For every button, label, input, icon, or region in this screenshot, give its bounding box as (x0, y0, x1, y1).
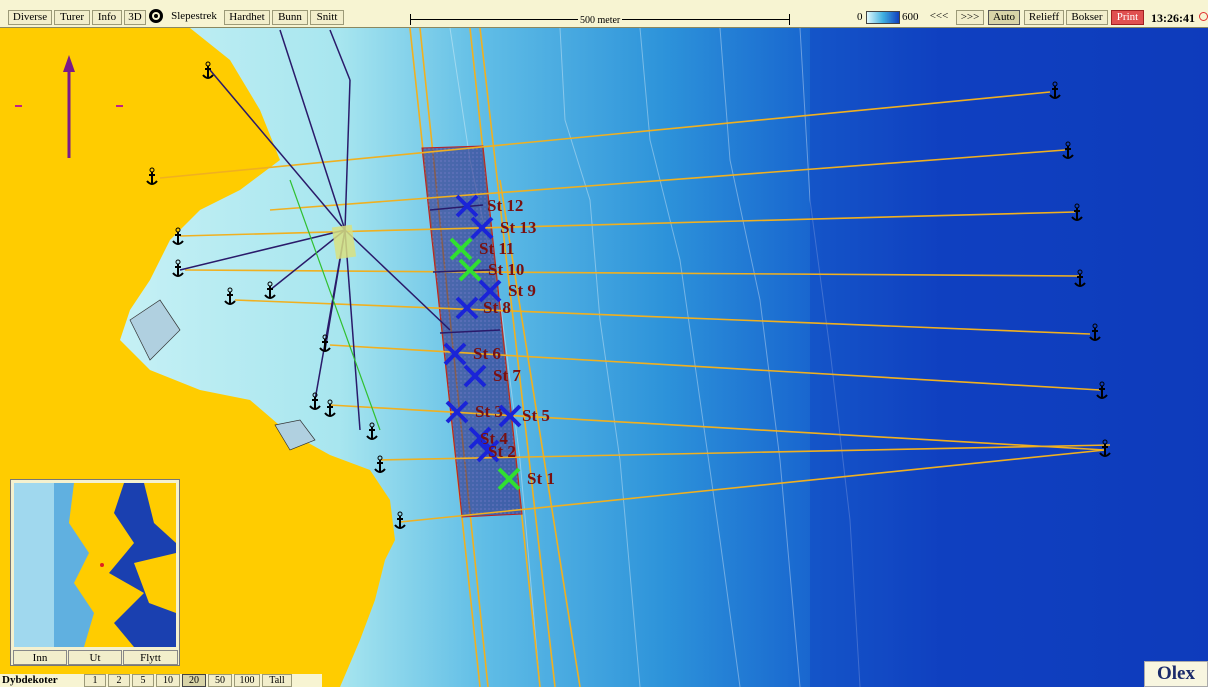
depth-contour-title: Dybdekoter (2, 674, 58, 686)
tool-snitt[interactable]: Snitt (310, 10, 344, 25)
station-marker[interactable]: St 11 (449, 237, 514, 261)
stations-layer: St 12 St 13 St 11 St 10 St 9St 8 St 6 St 7 St 3… (443, 194, 555, 491)
depth-scale-min: 0 (857, 11, 863, 23)
station-marker[interactable]: St 4 (468, 426, 508, 450)
station-label: St 10 (488, 260, 524, 279)
tool-slepestrek[interactable]: Slepestrek (171, 10, 217, 22)
station-label: St 9 (508, 281, 536, 300)
station-label: St 8 (483, 298, 511, 317)
menu-diverse[interactable]: Diverse (8, 10, 52, 25)
station-marker[interactable]: St 10 (458, 258, 524, 282)
auto-button[interactable]: Auto (988, 10, 1020, 25)
overview-map[interactable]: Inn Ut Flytt (10, 479, 180, 666)
top-toolbar: Diverse Turer Info 3D Slepestrek Hardhet… (0, 0, 1208, 28)
menu-turer[interactable]: Turer (54, 10, 90, 25)
tool-bunn[interactable]: Bunn (272, 10, 308, 25)
bokser-button[interactable]: Bokser (1066, 10, 1108, 25)
station-label: St 2 (488, 442, 516, 461)
station-marker[interactable]: St 1 (497, 467, 555, 491)
tool-hardhet[interactable]: Hardhet (224, 10, 270, 25)
station-marker[interactable]: St 5 (498, 404, 550, 428)
lake (129, 299, 181, 361)
station-label: St 3 (475, 402, 503, 421)
station-marker[interactable]: St 2 (476, 439, 516, 463)
north-arrow-icon (15, 55, 123, 158)
menu-3d[interactable]: 3D (124, 10, 146, 25)
station-label: St 12 (487, 196, 523, 215)
contour-50[interactable]: 50 (208, 674, 232, 687)
contour-2[interactable]: 2 (108, 674, 130, 687)
station-marker[interactable]: St 3 (445, 400, 503, 424)
sun-icon (1199, 12, 1208, 21)
station-label: St 4 (480, 429, 508, 448)
station-marker[interactable]: St 6 (443, 342, 501, 366)
station-label: St 11 (479, 239, 514, 258)
depth-contour-bar: Dybdekoter 1 2 5 10 20 50 100 Tall (0, 674, 322, 687)
station-marker[interactable]: St 9 (478, 279, 536, 303)
scale-label: 500 meter (578, 15, 623, 26)
contour-5[interactable]: 5 (132, 674, 154, 687)
depth-color-scale (866, 11, 900, 24)
station-label: St 6 (473, 344, 501, 363)
nav-forward-button[interactable]: >>> (956, 10, 984, 25)
station-marker[interactable]: St 12 (455, 194, 523, 218)
brand-logo: Olex (1144, 661, 1208, 687)
station-label: St 1 (527, 469, 555, 488)
contour-10[interactable]: 10 (156, 674, 180, 687)
station-marker[interactable]: St 7 (463, 364, 521, 388)
zoom-in-button[interactable]: Inn (13, 650, 67, 665)
station-marker[interactable]: St 8 (455, 296, 511, 320)
overview-minimap[interactable] (14, 483, 176, 647)
contour-20[interactable]: 20 (182, 674, 206, 687)
nav-back-button[interactable]: <<< (929, 10, 949, 22)
relieff-button[interactable]: Relieff (1024, 10, 1064, 25)
station-label: St 5 (522, 406, 550, 425)
move-button[interactable]: Flytt (123, 650, 178, 665)
menu-info[interactable]: Info (92, 10, 122, 25)
station-label: St 13 (500, 218, 536, 237)
contour-1[interactable]: 1 (84, 674, 106, 687)
station-label: St 7 (493, 366, 521, 385)
station-marker[interactable]: St 13 (470, 216, 536, 240)
target-icon[interactable] (149, 9, 163, 23)
boat-marker[interactable] (331, 224, 357, 260)
contour-tall[interactable]: Tall (262, 674, 292, 687)
contour-100[interactable]: 100 (234, 674, 260, 687)
zoom-out-button[interactable]: Ut (68, 650, 122, 665)
depth-scale-max: 600 (902, 11, 919, 23)
print-button[interactable]: Print (1111, 10, 1144, 25)
clock: 13:26:41 (1151, 11, 1195, 25)
